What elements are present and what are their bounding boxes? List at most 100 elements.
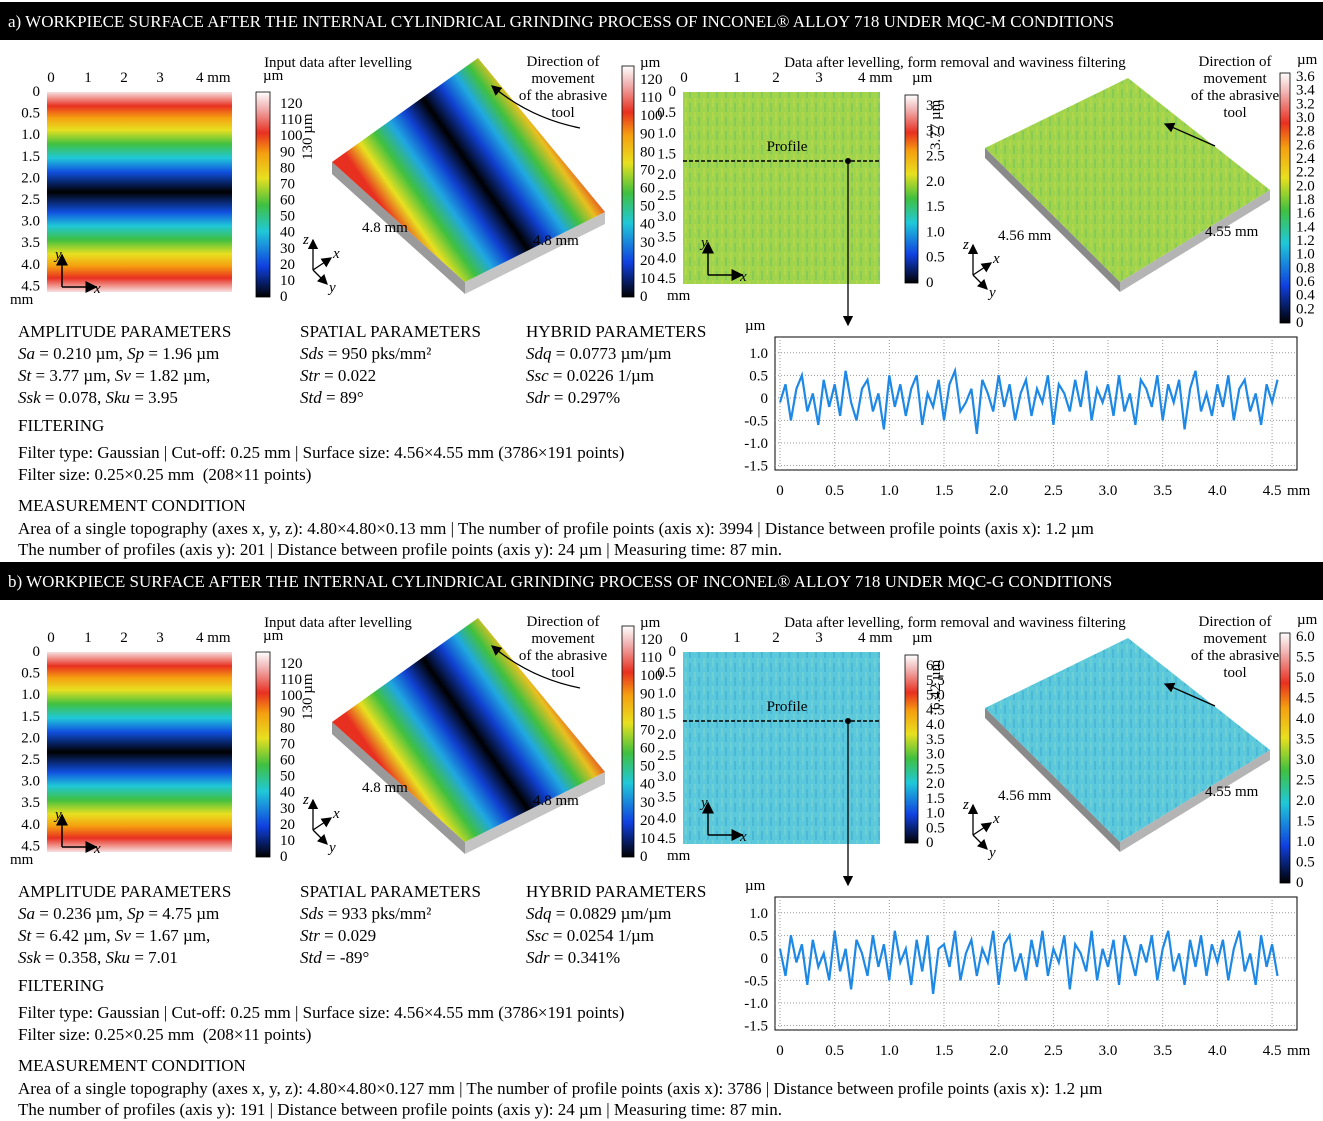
scale-tick-label: 3.0: [1296, 752, 1315, 768]
direction-arrow: [491, 85, 581, 129]
scale-tick-label: 70: [280, 736, 295, 752]
section-title: MEASUREMENT CONDITION: [18, 496, 246, 515]
color-scale: [621, 625, 635, 858]
parameter-line: Sdr = 0.297%: [526, 388, 620, 407]
map-y-tick-label: 0.5: [657, 105, 676, 121]
scale-tick-label: 4.0: [1296, 711, 1315, 727]
parameter-line: Sds = 933 pks/mm²: [300, 904, 431, 923]
parameter-name: Sa: [18, 344, 35, 363]
x-tick-label: 2.5: [1044, 483, 1063, 499]
scale-tick-label: 3.2: [1296, 96, 1315, 112]
scale-tick-label: 30: [280, 241, 295, 257]
dimension-label: 4.8 mm: [362, 780, 408, 796]
filtering-line: Filter type: Gaussian | Cut-off: 0.25 mm…: [18, 443, 624, 462]
height-map: [47, 92, 232, 292]
x-tick-label: 3.5: [1153, 483, 1172, 499]
panel: a) WORKPIECE SURFACE AFTER THE INTERNAL …: [0, 2, 1323, 559]
x-tick-label: 4.0: [1208, 1043, 1227, 1059]
scale-tick-label: 1.5: [926, 791, 945, 807]
height-label: 3.77 µm: [928, 99, 944, 150]
scale-tick-label: 100: [280, 128, 303, 144]
dimension-label: 4.56 mm: [998, 788, 1052, 804]
parameter-value: = 0.236 µm,: [35, 904, 127, 923]
surface-side: [1120, 750, 1270, 852]
scale-tick-label: 2.6: [1296, 137, 1315, 153]
scale-tick-label: 0: [1296, 875, 1304, 891]
scale-tick-label: 30: [280, 801, 295, 817]
color-scale: [255, 91, 271, 298]
scale-unit: µm: [912, 70, 933, 86]
scale-tick-label: 80: [640, 144, 655, 160]
x-tick-label: 4.0: [1208, 483, 1227, 499]
scale-tick-label: 2.2: [1296, 165, 1315, 181]
measurement-line: The number of profiles (axis y): 201 | D…: [18, 540, 782, 559]
axis-label: y: [53, 247, 62, 263]
parameter-group-title: SPATIAL PARAMETERS: [300, 322, 481, 341]
filtering-line: Filter size: 0.25×0.25 mm (208×11 points…: [18, 465, 311, 484]
parameter-line: Str = 0.029: [300, 926, 376, 945]
measurement-line: Area of a single topography (axes x, y, …: [18, 1079, 1102, 1098]
scale-tick-label: 90: [280, 704, 295, 720]
y-tick-label: -1.0: [744, 996, 768, 1012]
parameter-value: = 0.210 µm,: [35, 344, 127, 363]
x-axis-unit: mm: [1287, 1043, 1311, 1059]
scale-tick-label: 120: [640, 632, 663, 648]
axis-label: x: [332, 806, 340, 822]
profile-trace: [778, 930, 1279, 995]
map-y-tick-label: 2.0: [657, 167, 676, 183]
parameter-value: = 3.95: [130, 388, 178, 407]
section-title: FILTERING: [18, 976, 104, 995]
parameter-line: Std = -89°: [300, 948, 369, 967]
axis-arrow: [312, 817, 333, 831]
scale-tick-label: 0.5: [1296, 855, 1315, 871]
parameter-group-title: SPATIAL PARAMETERS: [300, 882, 481, 901]
filtered-map: [683, 92, 880, 284]
map-unit: mm: [667, 288, 691, 304]
direction-label: Direction of: [527, 54, 600, 70]
parameter-value: = 6.42 µm,: [31, 926, 115, 945]
scale-unit: µm: [912, 630, 933, 646]
parameter-name: Sds: [300, 904, 324, 923]
y-tick-label: -1.5: [744, 458, 768, 474]
scale-tick-label: 10: [280, 273, 295, 289]
x-tick-label: 1.0: [880, 483, 899, 499]
color-scale: [1279, 72, 1291, 324]
direction-label: tool: [551, 665, 574, 681]
map-y-tick-label: 1.5: [657, 146, 676, 162]
map-y-tick-label: 2.5: [657, 188, 676, 204]
scale-tick-label: 5.0: [926, 688, 945, 704]
parameter-line: Sa = 0.236 µm, Sp = 4.75 µm: [18, 904, 219, 923]
parameter-name: St: [18, 926, 33, 945]
parameter-name: Ssc: [526, 366, 549, 385]
panel: b) WORKPIECE SURFACE AFTER THE INTERNAL …: [0, 562, 1323, 1119]
map-x-tick-label: 0: [680, 70, 688, 86]
y-tick-label: 0: [761, 391, 769, 407]
scale-tick-label: 40: [280, 225, 295, 241]
map-y-tick-label: 4.0: [21, 817, 40, 833]
map-y-tick-label: 1.0: [657, 686, 676, 702]
scale-unit: µm: [263, 628, 284, 644]
surface-side: [985, 708, 1120, 852]
map-y-tick-label: 0.5: [21, 666, 40, 682]
parameter-value: = 1.82 µm,: [131, 366, 210, 385]
scale-tick-label: 3.5: [926, 732, 945, 748]
scale-tick-label: 80: [640, 704, 655, 720]
height-map: [47, 652, 232, 852]
map-y-tick-label: 4.5: [657, 831, 676, 847]
x-tick-label: 2.0: [989, 483, 1008, 499]
scale-tick-label: 0: [926, 835, 934, 851]
dimension-label: 4.8 mm: [533, 793, 579, 809]
parameter-value: = 1.96 µm: [144, 344, 219, 363]
parameter-name: Sv: [115, 366, 132, 385]
x-tick-label: 4.5: [1263, 483, 1282, 499]
scale-tick-label: 3.6: [1296, 69, 1315, 85]
scale-tick-label: 60: [640, 741, 655, 757]
axis-label: y: [699, 235, 708, 251]
axis-arrow: [972, 262, 993, 276]
measurement-line: Area of a single topography (axes x, y, …: [18, 519, 1094, 538]
parameter-group-title: AMPLITUDE PARAMETERS: [18, 322, 231, 341]
y-tick-label: 0: [761, 951, 769, 967]
axis-label: z: [962, 237, 969, 253]
map-y-tick-label: 1.5: [21, 709, 40, 725]
map-y-tick-label: 4.5: [21, 838, 40, 854]
